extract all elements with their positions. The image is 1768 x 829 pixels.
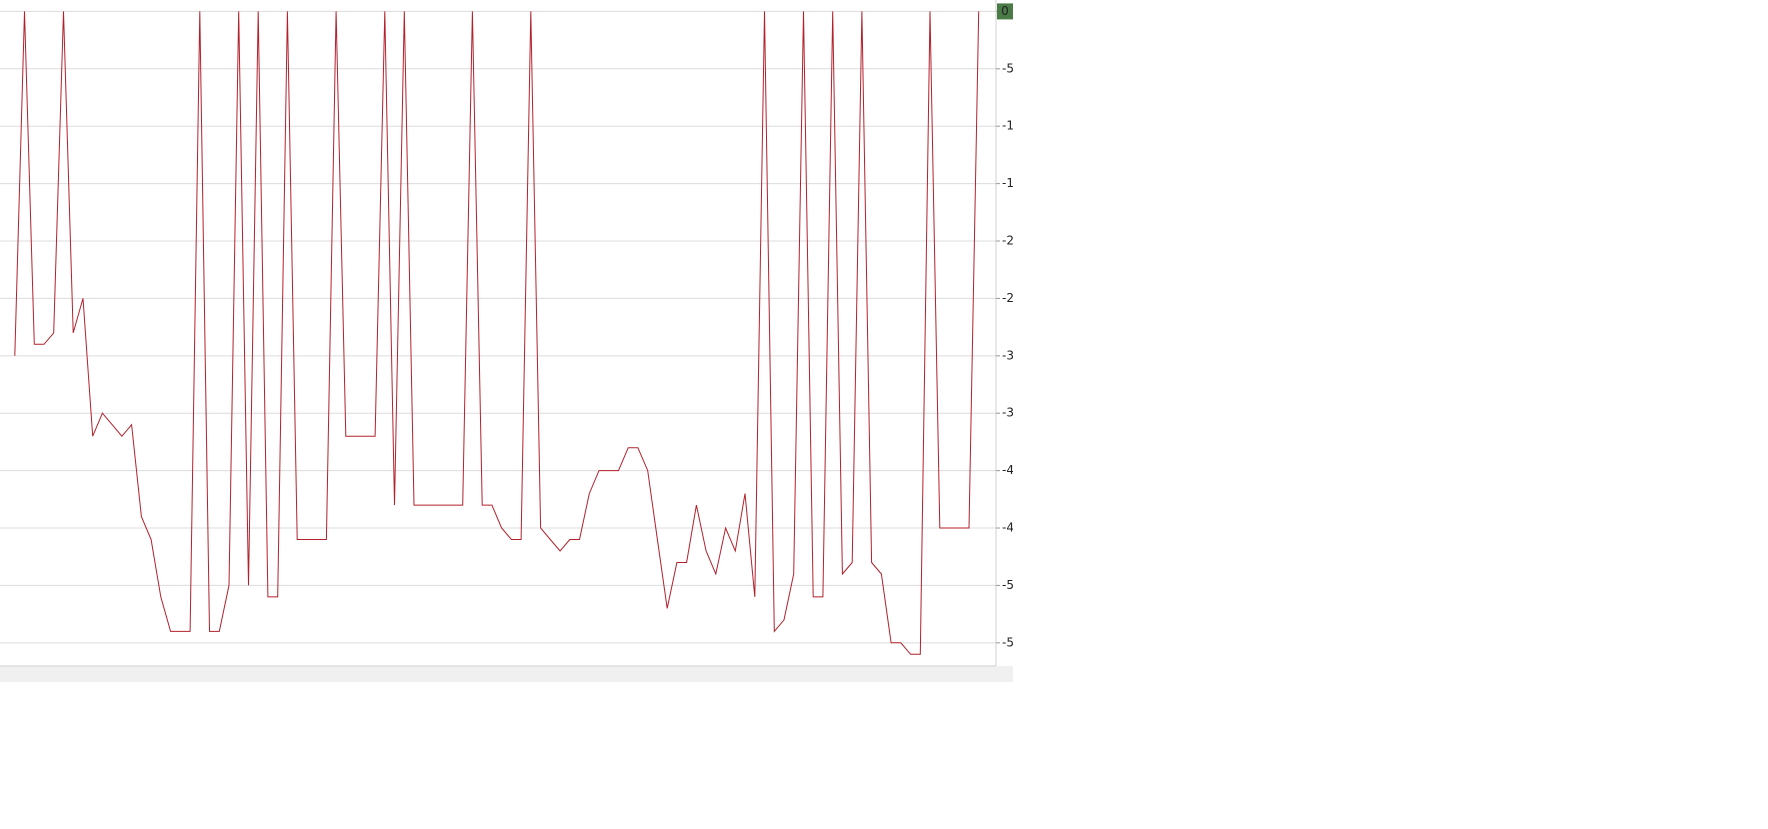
y-tick-label: -15: [1002, 176, 1013, 190]
y-tick-label: -10: [1002, 119, 1013, 133]
y-tick-label: -5: [1002, 61, 1013, 75]
background: [0, 0, 1013, 682]
y-tick-label: -55: [1002, 635, 1013, 649]
y-tick-label: -20: [1002, 234, 1013, 248]
data-line: [14, 11, 980, 655]
last-value-box: [997, 3, 1013, 20]
last-value-label: 0: [1001, 4, 1009, 18]
chart: -5 -10 -15 -20 -25 -30 -35 -40 -45 -50 -55 0: [0, 0, 1013, 682]
y-tick-label: -35: [1002, 406, 1013, 420]
y-tick-label: -50: [1002, 578, 1013, 592]
y-tick-label: -40: [1002, 463, 1013, 477]
y-tick-label: -45: [1002, 521, 1013, 535]
scrollbar[interactable]: [0, 666, 1013, 682]
y-tick-label: -30: [1002, 348, 1013, 362]
y-tick-label: -25: [1002, 291, 1013, 305]
